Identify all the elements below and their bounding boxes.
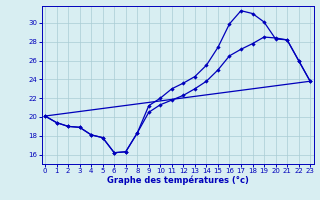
X-axis label: Graphe des températures (°c): Graphe des températures (°c) [107,176,249,185]
